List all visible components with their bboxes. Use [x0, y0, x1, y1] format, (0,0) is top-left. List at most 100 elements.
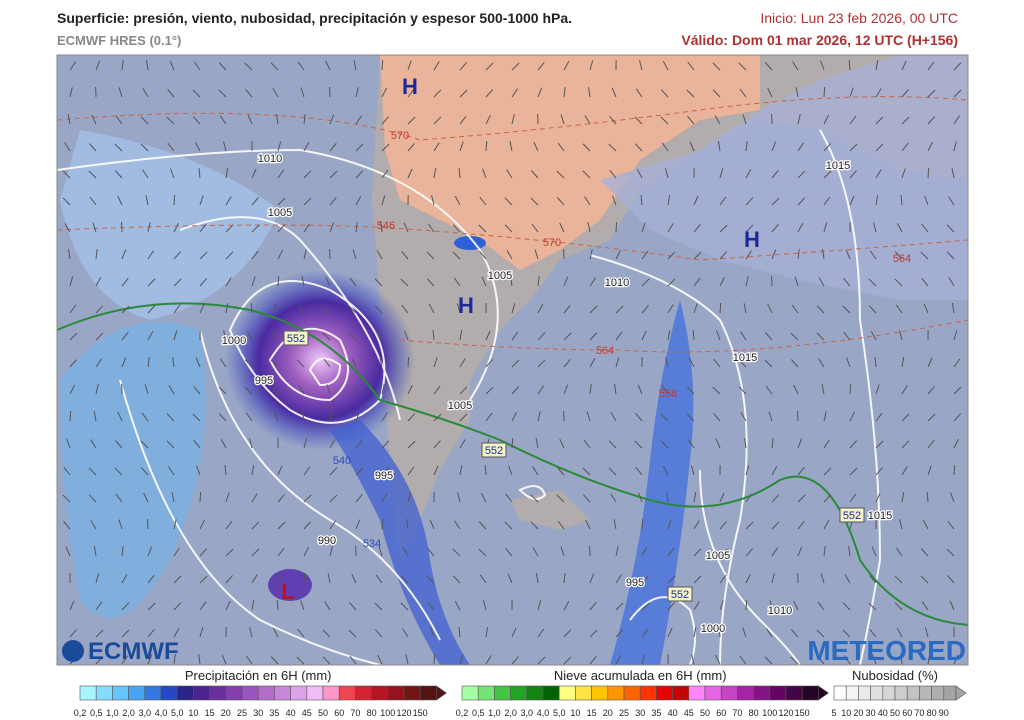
legend-label: 30 [866, 708, 876, 718]
legend-title: Nubosidad (%) [852, 668, 938, 683]
cloud-area [600, 55, 968, 300]
wind-barb [276, 599, 279, 611]
wind-barb [303, 142, 310, 152]
wind-barb [277, 275, 280, 287]
wind-barb [927, 654, 931, 665]
islands [510, 490, 590, 530]
wind-barb [381, 519, 384, 530]
legend-swatch [894, 685, 908, 701]
wind-barb [407, 384, 413, 395]
wind-barb [400, 602, 409, 611]
wind-barb [193, 439, 201, 449]
wind-barb [818, 358, 825, 368]
wind-barb [404, 330, 409, 341]
wind-barb [693, 195, 699, 206]
wind-barb [818, 277, 825, 287]
wind-barb [147, 602, 156, 611]
wind-barb [582, 143, 591, 152]
wind-barb [199, 278, 207, 287]
wind-barb [121, 305, 130, 314]
legend-swatch [95, 685, 113, 701]
wind-barb [790, 656, 799, 665]
wind-barb [69, 304, 77, 314]
wind-barb [323, 358, 331, 368]
wind-barb [121, 573, 128, 584]
wind-barb [194, 141, 201, 152]
wind-barb [719, 302, 722, 314]
wind-barb [745, 250, 752, 260]
wind-barb [797, 494, 806, 503]
wind-barb [927, 61, 935, 71]
wind-barb [875, 169, 882, 179]
wind-barb [738, 62, 747, 71]
wind-barb [225, 600, 231, 611]
wind-barb [433, 142, 440, 152]
wind-barb [403, 222, 409, 233]
wind-barb [635, 88, 643, 98]
wind-barb [381, 59, 384, 71]
wind-barb [374, 305, 383, 314]
legend-swatch [274, 685, 291, 701]
wind-barb [950, 492, 955, 503]
wind-barb [402, 628, 409, 638]
legend-swatch [144, 685, 162, 701]
wind-barb [327, 573, 331, 584]
wind-barb [927, 386, 935, 395]
wind-barb [115, 115, 123, 125]
wind-barb [588, 87, 591, 98]
wind-barb [667, 602, 675, 611]
wind-barb [349, 277, 357, 287]
wind-barb [169, 60, 175, 71]
legend-label: 25 [619, 708, 629, 718]
wind-barb [640, 194, 643, 206]
wind-barb [225, 303, 229, 314]
wind-barb [638, 492, 643, 503]
wind-barb [845, 249, 851, 260]
wind-barb [608, 440, 617, 449]
map-title: Superficie: presión, viento, nubosidad, … [57, 10, 572, 26]
wind-barb [296, 656, 305, 665]
legend-swatch [355, 685, 372, 701]
wind-barb [901, 413, 910, 422]
wind-barb [277, 224, 286, 233]
wind-barb [790, 332, 799, 341]
wind-barb [121, 629, 130, 638]
wind-barb [147, 222, 151, 233]
wind-barb [303, 494, 312, 503]
wind-barb [270, 656, 279, 665]
legend-swatch [241, 685, 259, 701]
wind-barb [88, 467, 97, 476]
legend-label: 3,0 [139, 708, 152, 718]
wind-barb [556, 170, 565, 179]
wind-barb [453, 520, 461, 530]
wind-barb [173, 628, 180, 638]
legend-swatch [858, 685, 871, 701]
wind-barb [797, 170, 806, 179]
wind-barb [947, 575, 955, 584]
wind-barb [405, 654, 409, 665]
wind-barb [251, 465, 255, 476]
wind-barb [426, 251, 435, 260]
legend-label: 60 [716, 708, 726, 718]
wind-barb [589, 249, 593, 260]
wind-barb [485, 62, 494, 71]
wind-barb [121, 277, 129, 287]
wind-barb [771, 223, 779, 233]
legend-label: 10 [570, 708, 580, 718]
wind-barb [821, 384, 825, 395]
wind-barb [95, 601, 103, 611]
wind-barb [482, 600, 487, 611]
wind-barb [771, 438, 774, 449]
isobar-label: 990 [318, 535, 336, 547]
legend-label: 70 [732, 708, 742, 718]
wind-barb [63, 521, 71, 530]
wind-barb [355, 411, 361, 422]
wind-barb [95, 573, 100, 584]
wind-barb [433, 357, 438, 368]
wind-barb [797, 520, 805, 530]
wind-barb [193, 61, 201, 71]
legend-swatch [672, 685, 690, 701]
wind-barb [560, 546, 565, 557]
wind-barb [771, 249, 777, 260]
wind-barb [745, 493, 753, 503]
